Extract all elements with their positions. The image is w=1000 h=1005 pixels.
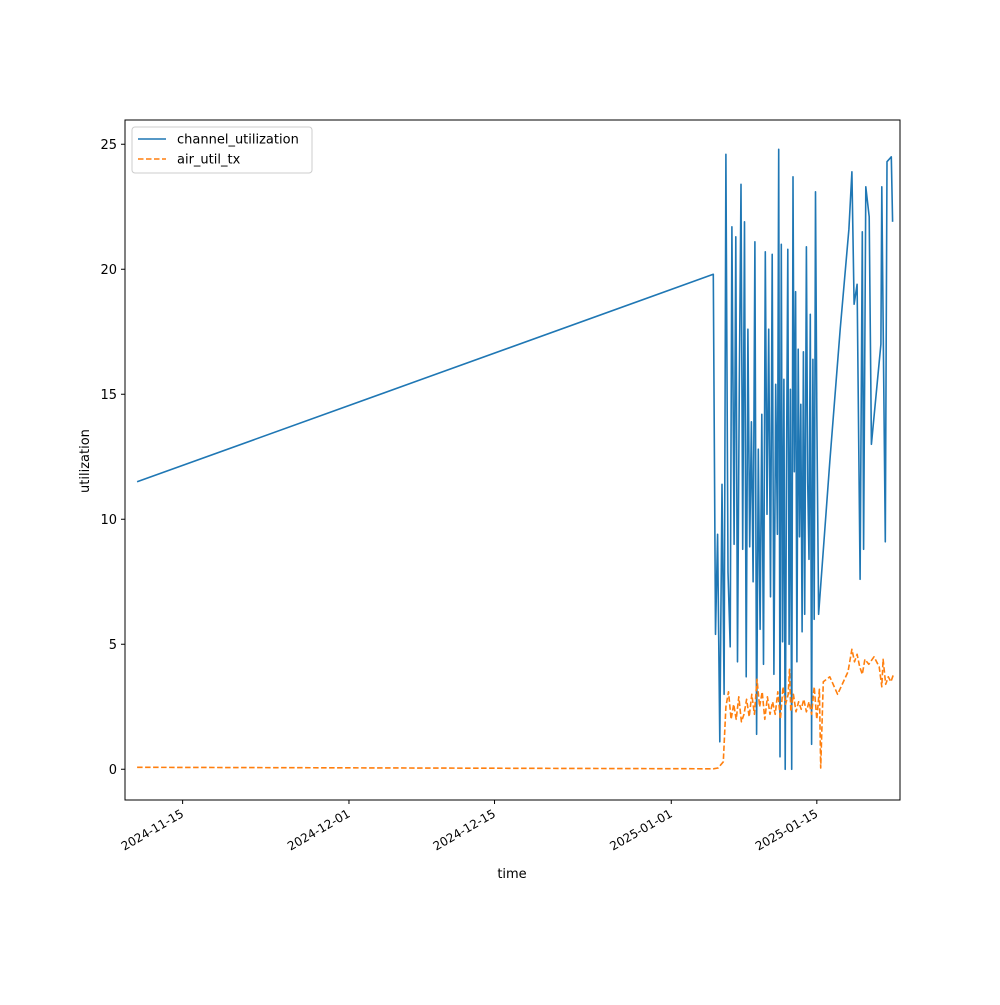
y-tick-label: 15 [100, 388, 117, 403]
x-axis-label: time [497, 867, 526, 882]
series-line-channel_utilization [136, 148, 894, 771]
y-axis: 0 5 10 15 20 25 [100, 138, 125, 778]
x-tick-label: 2024-12-01 [285, 806, 352, 853]
series-line-air_util_tx [137, 648, 895, 770]
x-tick-label: 2025-01-01 [607, 806, 674, 853]
x-axis: 2024-11-15 2024-12-01 2024-12-15 2025-01-01… [119, 800, 820, 853]
y-tick-label: 25 [100, 138, 117, 153]
x-tick-label: 2025-01-15 [753, 806, 820, 853]
legend-label-channel_utilization: channel_utilization [177, 133, 299, 148]
y-tick-label: 5 [109, 638, 117, 653]
y-tick-label: 20 [100, 263, 117, 278]
y-axis-label: utilization [78, 429, 93, 493]
y-tick-label: 10 [100, 513, 117, 528]
x-tick-label: 2024-12-15 [431, 806, 498, 853]
x-tick-label: 2024-11-15 [119, 806, 186, 853]
legend: channel_utilization air_util_tx [131, 126, 313, 174]
series-layer [136, 148, 895, 771]
y-tick-label: 0 [109, 763, 117, 778]
legend-label-air_util_tx: air_util_tx [177, 153, 241, 168]
legend-box [131, 126, 313, 174]
plot-frame [124, 119, 901, 801]
